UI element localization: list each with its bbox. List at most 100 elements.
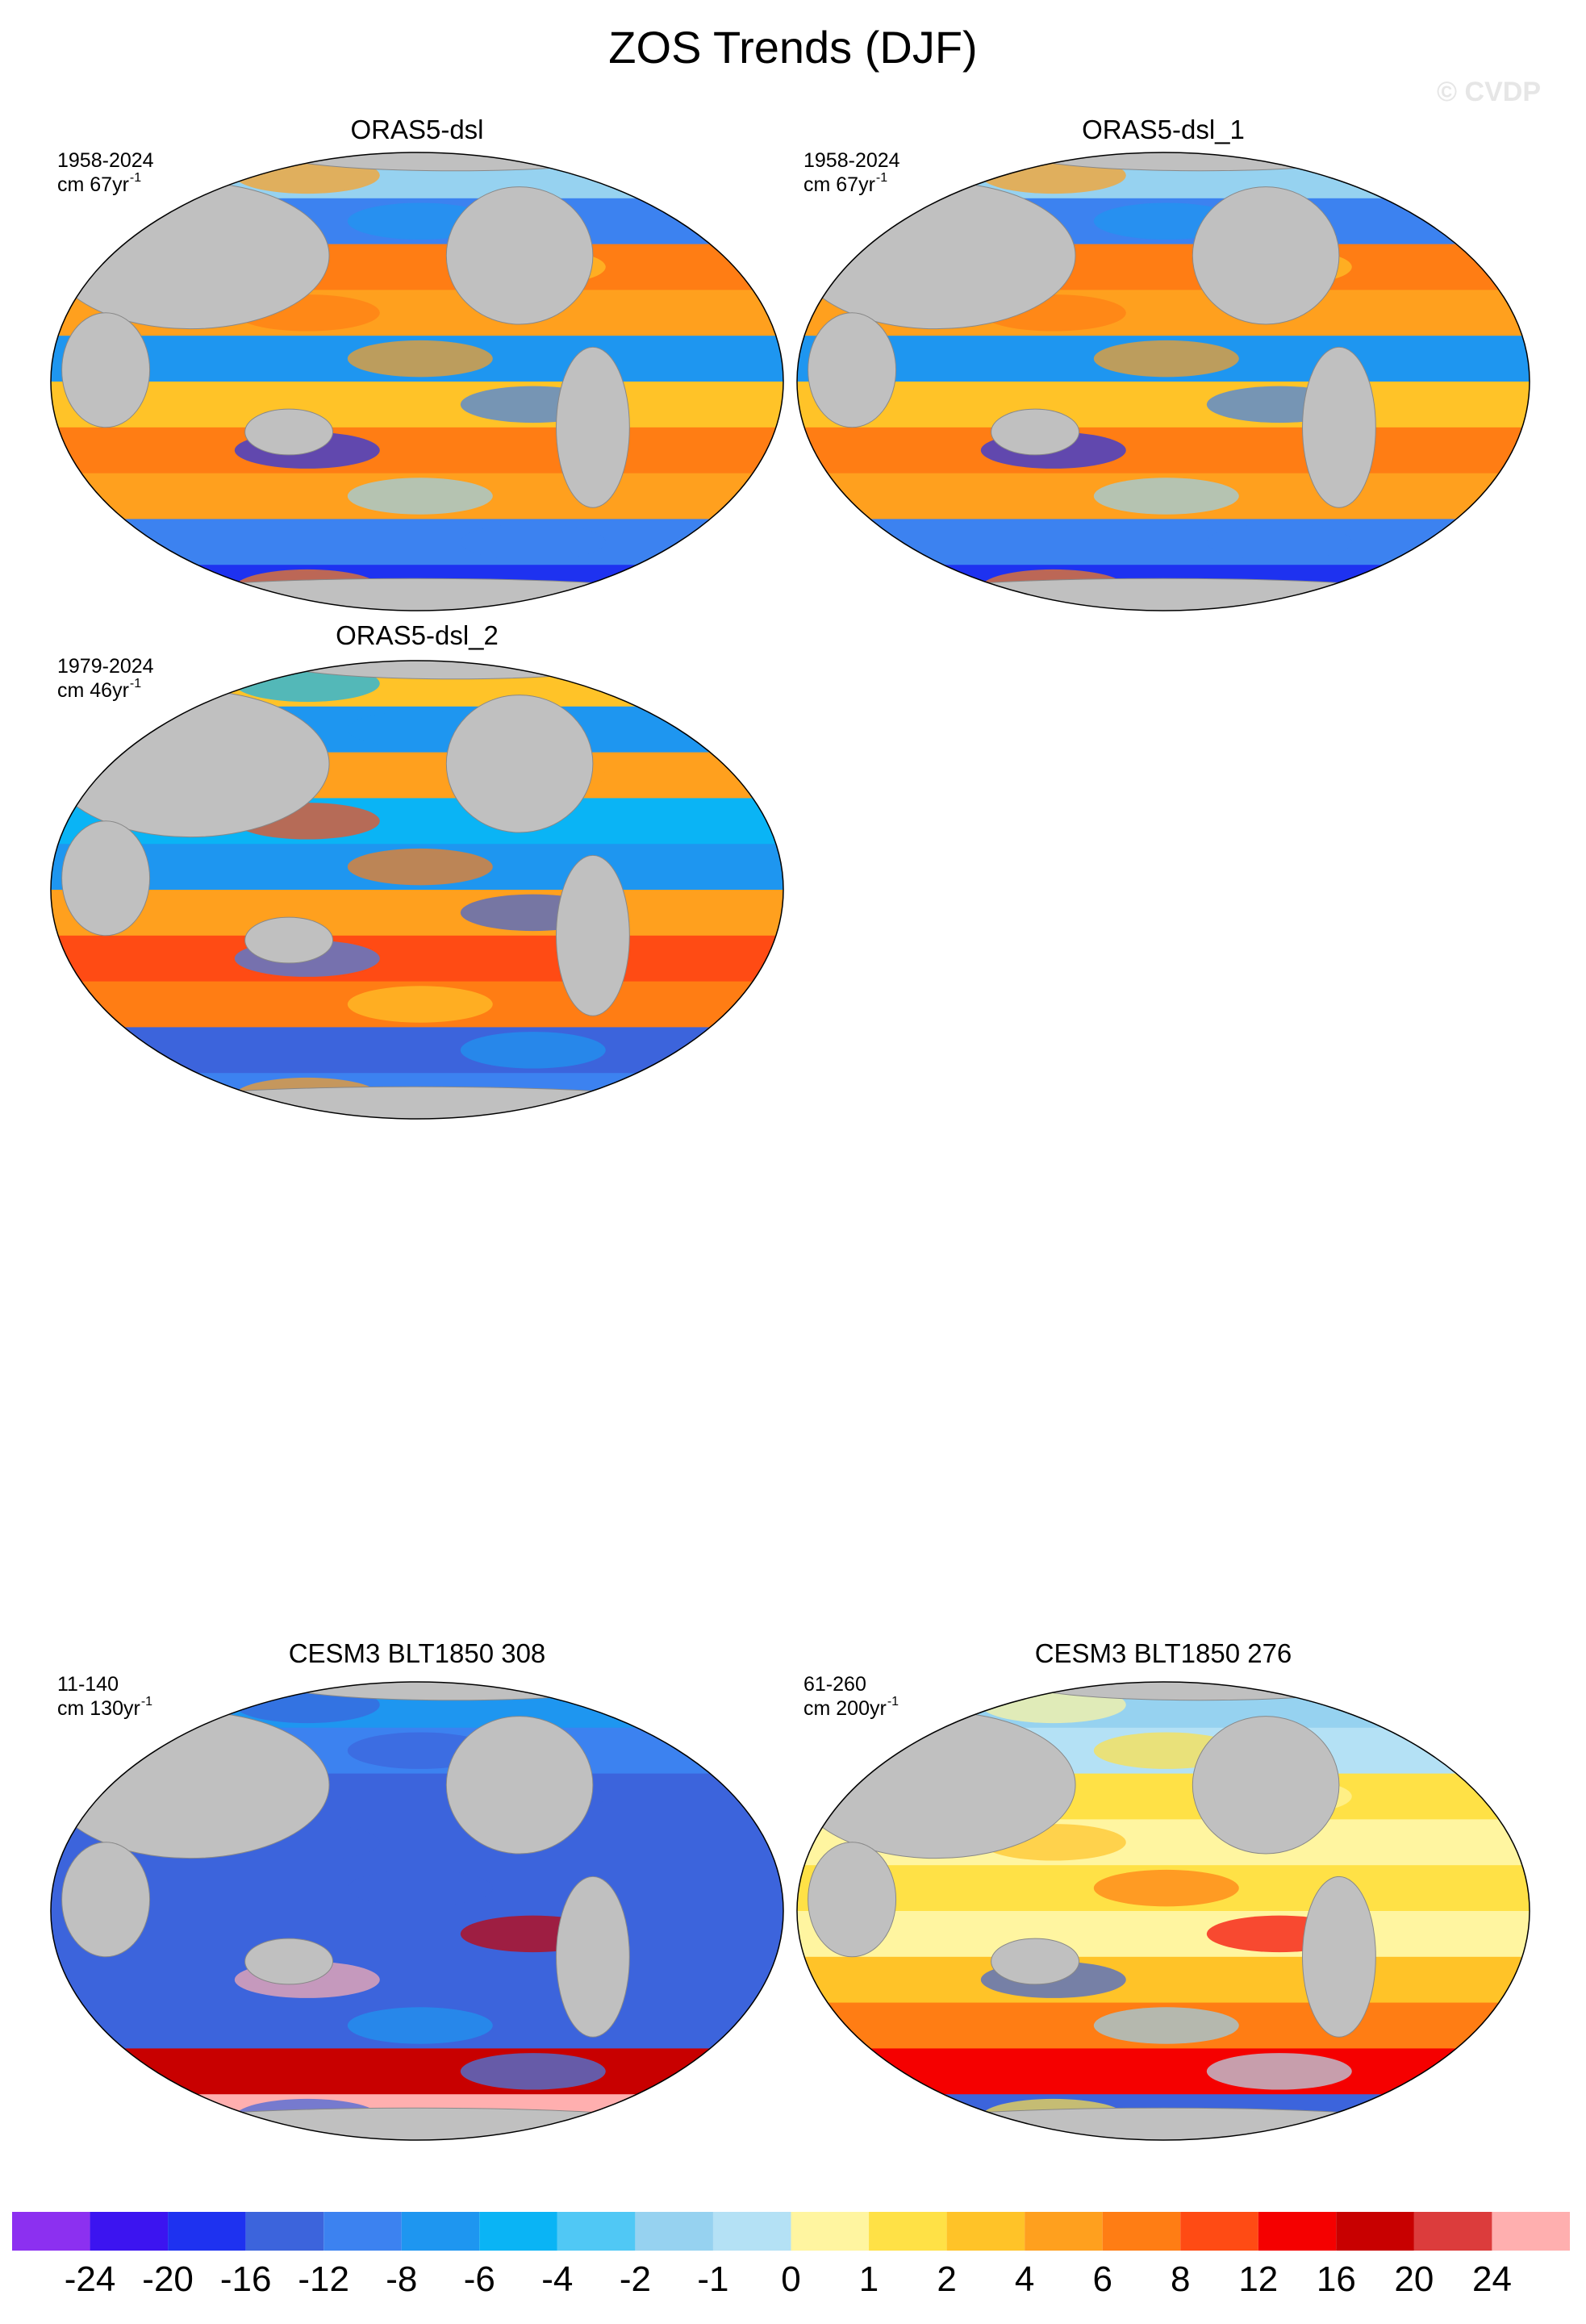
panel-units: cm 67yr [57, 173, 129, 196]
map [797, 1682, 1530, 2140]
ocean-patch [1093, 2007, 1239, 2044]
land [556, 1875, 630, 2038]
colorbar-label: -16 [220, 2259, 272, 2299]
colorbar-label: 2 [937, 2259, 956, 2299]
ocean-band [51, 1956, 783, 2004]
land [991, 408, 1080, 456]
ocean-band [51, 1027, 783, 1074]
colorbar-box [479, 2212, 557, 2251]
ocean-band [51, 427, 783, 474]
panel-period: 61-260 [803, 1673, 866, 1696]
colorbar-box [401, 2212, 480, 2251]
land [1302, 1875, 1376, 2038]
colorbar-box [1180, 2212, 1258, 2251]
colorbar-label: 20 [1394, 2259, 1434, 2299]
colorbar-box [1492, 2212, 1570, 2251]
colorbar-box [1336, 2212, 1414, 2251]
land [244, 408, 334, 456]
panel-period: 1958-2024 [803, 149, 900, 172]
ocean-patch [347, 478, 493, 515]
panel-period: 11-140 [57, 1673, 119, 1696]
ocean-band [797, 1911, 1530, 1958]
panel-units: cm 200yr [803, 1697, 887, 1720]
ocean-band [51, 890, 783, 937]
panel-title: ORAS5-dsl_2 [336, 620, 499, 650]
colorbar-label: -1 [697, 2259, 728, 2299]
panel-units-sup: -1 [130, 677, 141, 691]
land [244, 916, 334, 964]
land [833, 2107, 1494, 2140]
colorbar-box [946, 2212, 1025, 2251]
panel-units-sup: -1 [876, 171, 887, 185]
colorbar-label: 24 [1472, 2259, 1512, 2299]
ocean-patch [460, 524, 606, 561]
ocean-band [51, 935, 783, 983]
land [1192, 186, 1340, 325]
ocean-band [797, 519, 1530, 566]
colorbar-box [1102, 2212, 1181, 2251]
land [86, 1086, 748, 1119]
panel-title: ORAS5-dsl [350, 115, 483, 144]
ocean-patch [460, 1032, 606, 1069]
colorbar-label: 16 [1317, 2259, 1356, 2299]
colorbar-box [12, 2212, 90, 2251]
colorbar-box [245, 2212, 324, 2251]
panel-period: 1958-2024 [57, 149, 154, 172]
colorbar-box [791, 2212, 870, 2251]
panel-title: CESM3 BLT1850 276 [1035, 1638, 1292, 1668]
watermark: © CVDP [1437, 77, 1541, 107]
colorbar-label: 12 [1238, 2259, 1278, 2299]
colorbar-box [323, 2212, 402, 2251]
panel-title: CESM3 BLT1850 308 [289, 1638, 546, 1668]
colorbar-label: -24 [65, 2259, 116, 2299]
land [556, 854, 630, 1016]
colorbar-label: 8 [1171, 2259, 1190, 2299]
ocean-patch [347, 1869, 493, 1907]
land [445, 186, 594, 325]
colorbar-box [90, 2212, 169, 2251]
land [61, 312, 151, 428]
ocean-band [797, 427, 1530, 474]
ocean-band [797, 1956, 1530, 2004]
panel-period: 1979-2024 [57, 655, 154, 678]
ocean-patch [1206, 2053, 1352, 2090]
colorbar-box [635, 2212, 713, 2251]
colorbar-label: -4 [541, 2259, 573, 2299]
colorbar-label: -12 [298, 2259, 349, 2299]
land [833, 578, 1494, 611]
map [51, 1682, 783, 2140]
panel-title: ORAS5-dsl_1 [1082, 115, 1245, 144]
colorbar-box [712, 2212, 791, 2251]
ocean-band [797, 382, 1530, 428]
panel-units: cm 67yr [803, 173, 875, 196]
land [269, 1682, 637, 1701]
colorbar-box [168, 2212, 246, 2251]
colorbar-label: -2 [620, 2259, 651, 2299]
panel-units-sup: -1 [141, 1695, 152, 1709]
land [1016, 1682, 1384, 1701]
map-outline [50, 1681, 784, 2141]
ocean-patch [460, 2053, 606, 2090]
colorbar-label: 6 [1092, 2259, 1112, 2299]
ocean-patch [1093, 1869, 1239, 1907]
map [51, 661, 783, 1119]
ocean-patch [347, 340, 493, 378]
panel-units-sup: -1 [130, 171, 141, 185]
land [244, 1938, 334, 1985]
colorbar-label: -8 [386, 2259, 417, 2299]
land [808, 312, 897, 428]
ocean-band [51, 2048, 783, 2096]
panel-units: cm 46yr [57, 679, 129, 702]
colorbar-box [1025, 2212, 1103, 2251]
land [445, 1716, 594, 1855]
ocean-band [797, 2048, 1530, 2096]
colorbar-box [557, 2212, 636, 2251]
panel-units: cm 130yr [57, 1697, 140, 1720]
map [797, 152, 1530, 611]
colorbar-box [1258, 2212, 1337, 2251]
map-outline [50, 660, 784, 1120]
ocean-band [51, 519, 783, 566]
ocean-band [51, 382, 783, 428]
land [797, 1711, 1076, 1859]
